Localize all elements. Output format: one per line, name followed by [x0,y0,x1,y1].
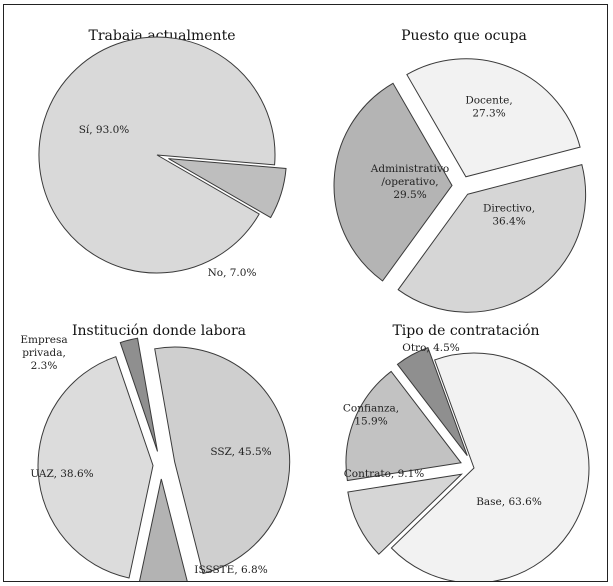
slice-label-contrato: Contrato, 9.1% [344,468,425,480]
pie-slice-issste [139,478,188,581]
slices-contratacion [345,347,590,581]
pie-slice-base [390,352,590,581]
chart-trabaja: Trabaja actualmente Sí, 93.0% No, 7.0% [38,28,287,279]
labels-institucion: SSZ, 45.5% ISSSTE, 6.8% UAZ, 38.6% Empresa p… [20,334,271,576]
slices-puesto [333,58,587,313]
pie-charts-figure: Trabaja actualmente Sí, 93.0% No, 7.0% Pu… [20,28,590,581]
slice-label-empresa-privada: Empresa privada, 2.3% [20,334,67,372]
pie-slice-confianza [345,370,462,482]
labels-contratacion: Base, 63.6% Contrato, 9.1% Confianza, 15.9%… [343,342,542,508]
chart-title-trabaja: Trabaja actualmente [89,28,236,44]
labels-puesto: Docente, 27.3% Directivo, 36.4% Administrati… [370,95,535,228]
slices-trabaja [38,36,287,274]
slice-label-docente: Docente, 27.3% [465,95,512,120]
slice-label-uaz: UAZ, 38.6% [30,468,93,480]
slices-institucion [37,337,291,581]
slice-label-confianza: Confianza, 15.9% [343,403,399,428]
chart-title-institucion: Institución donde labora [72,323,246,339]
slice-label-otro: Otro, 4.5% [402,342,460,354]
chart-institucion: Institución donde labora SSZ, 45.5% ISSST… [20,323,291,581]
pie-slice-otro [396,347,468,457]
chart-title-puesto: Puesto que ocupa [401,28,527,44]
slice-label-administrativo-operativo: Administrativo/operativo, 29.5% [370,163,449,201]
labels-trabaja: Sí, 93.0% No, 7.0% [79,124,257,279]
pie-slice-ssz [154,346,291,575]
pie-slice-directivo [397,164,587,313]
pie-slice-empresa-privada [119,337,159,452]
chart-frame: Trabaja actualmente Sí, 93.0% No, 7.0% Pu… [3,4,608,582]
slice-label-issste: ISSSTE, 6.8% [194,564,267,576]
slice-label-no: No, 7.0% [208,267,257,279]
chart-title-contratacion: Tipo de contratación [392,323,539,339]
pie-slice-si [38,36,276,274]
pie-slice-uaz [37,356,154,579]
chart-contratacion: Tipo de contratación Base, 63.6% Contrato… [343,323,590,581]
slice-label-si: Sí, 93.0% [79,124,130,136]
pie-slice-docente [406,58,581,178]
pie-slice-administrativo-operativo [333,82,453,282]
chart-puesto: Puesto que ocupa Docente, 27.3% Directivo,… [333,28,587,313]
pie-slice-contrato [347,473,463,555]
pie-slice-no [168,158,287,219]
slice-label-directivo: Directivo, 36.4% [483,203,535,228]
slice-label-ssz: SSZ, 45.5% [210,446,271,458]
slice-label-base: Base, 63.6% [476,496,542,508]
